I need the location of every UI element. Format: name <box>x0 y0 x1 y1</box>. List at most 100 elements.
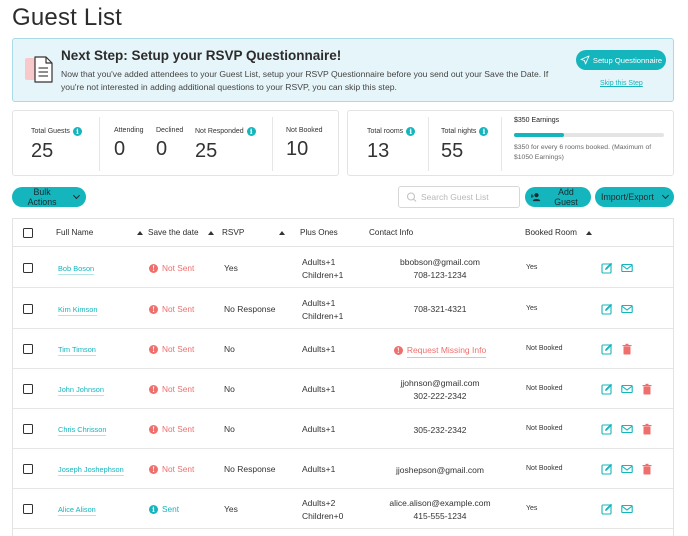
row-checkbox[interactable] <box>23 424 33 434</box>
info-icon[interactable]: i <box>72 127 82 136</box>
room-stats: Total rooms i 13 Total nights i 55 $350 Ea… <box>347 110 674 176</box>
guest-name-link[interactable]: Kim Kimson <box>58 305 98 316</box>
row-checkbox[interactable] <box>23 384 33 394</box>
email-icon[interactable] <box>621 262 633 274</box>
chevron-down-icon <box>661 191 669 200</box>
sort-icon[interactable] <box>585 230 592 235</box>
info-icon[interactable]: i <box>246 127 256 136</box>
sort-icon[interactable] <box>207 230 214 235</box>
header-save-the-date[interactable]: Save the date <box>148 228 214 237</box>
alert-icon: ! <box>149 344 158 354</box>
sort-icon[interactable] <box>279 230 286 235</box>
stat-value: 0 <box>114 138 126 160</box>
earnings-progress-fill <box>514 133 564 137</box>
booked-room-value: Yes <box>526 305 538 312</box>
header-label: Contact Info <box>369 228 414 237</box>
table-row: Bob Boson ! Not Sent Yes Adults+1 Children… <box>13 248 673 288</box>
search-input[interactable] <box>421 192 513 202</box>
guest-name-link[interactable]: Bob Boson <box>58 264 95 275</box>
stat-label: Total rooms <box>367 128 404 135</box>
rsvp-value: No Response <box>224 464 276 474</box>
save-date-status: i Sent <box>149 504 179 514</box>
header-label: RSVP <box>222 228 245 237</box>
header-label: Full Name <box>56 228 94 237</box>
info-icon[interactable]: i <box>479 127 489 136</box>
email-icon[interactable] <box>621 463 633 475</box>
add-guest-button[interactable]: Add Guest <box>525 187 591 207</box>
edit-icon[interactable] <box>601 503 613 515</box>
search-icon <box>406 192 417 202</box>
request-missing-info-link[interactable]: ! Request Missing Info <box>370 344 510 358</box>
stat-value: 25 <box>31 140 54 162</box>
import-export-button[interactable]: Import/Export <box>595 187 674 207</box>
rsvp-value: No <box>224 424 235 434</box>
stat-label: Total nights <box>441 128 477 135</box>
plus-adults: Adults+1 <box>302 384 336 394</box>
edit-icon[interactable] <box>601 423 613 435</box>
header-full-name[interactable]: Full Name <box>56 228 144 237</box>
plus-adults: Adults+1 <box>302 298 336 308</box>
email-icon[interactable] <box>621 423 633 435</box>
header-contact-info: Contact Info <box>369 228 413 237</box>
edit-icon[interactable] <box>601 262 613 274</box>
info-icon: i <box>149 504 158 514</box>
banner-text: Now that you've added attendees to your … <box>61 69 549 92</box>
trash-icon[interactable] <box>641 383 653 395</box>
guest-name-link[interactable]: Alice Alison <box>58 505 96 516</box>
row-checkbox[interactable] <box>23 304 33 314</box>
search-box <box>398 186 520 208</box>
trash-icon[interactable] <box>641 463 653 475</box>
save-date-status: ! Not Sent <box>149 464 194 474</box>
plus-ones: Adults+2 Children+0 <box>302 497 343 522</box>
table-header: Full Name Save the date RSVP Plus Ones C… <box>13 219 673 247</box>
bulk-actions-label: Bulk Actions <box>27 187 57 207</box>
document-icon <box>25 56 53 83</box>
header-label: Plus Ones <box>300 228 338 237</box>
header-rsvp[interactable]: RSVP <box>222 228 286 237</box>
stat-total-nights: Total nights i 55 <box>441 127 489 163</box>
sort-icon[interactable] <box>137 230 144 235</box>
email-icon[interactable] <box>621 503 633 515</box>
edit-icon[interactable] <box>601 383 613 395</box>
edit-icon[interactable] <box>601 343 613 355</box>
row-checkbox[interactable] <box>23 504 33 514</box>
trash-icon[interactable] <box>621 343 633 355</box>
row-checkbox[interactable] <box>23 344 33 354</box>
booked-room-value: Not Booked <box>526 345 563 352</box>
guest-name-link[interactable]: Tim Timson <box>58 345 96 356</box>
row-checkbox[interactable] <box>23 464 33 474</box>
guest-name-link[interactable]: Joseph Joshephson <box>58 465 124 476</box>
page-title: Guest List <box>12 4 123 31</box>
trash-icon[interactable] <box>641 423 653 435</box>
bulk-actions-button[interactable]: Bulk Actions <box>12 187 86 207</box>
guest-stats: Total Guests i 25 Attending 0 Declined 0 … <box>12 110 339 176</box>
setup-questionnaire-button[interactable]: Setup Questionnaire <box>576 50 666 70</box>
guest-name-link[interactable]: John Johnson <box>58 385 105 396</box>
contact-info: bbobson@gmail.com 708-123-1234 <box>370 256 510 281</box>
select-all-checkbox[interactable] <box>23 228 33 238</box>
edit-icon[interactable] <box>601 303 613 315</box>
contact-info: 708-321-4321 <box>370 303 510 316</box>
guest-name-link[interactable]: Chris Chrisson <box>58 425 107 436</box>
edit-icon[interactable] <box>601 463 613 475</box>
contact-info: ! Request Missing Info <box>370 344 510 358</box>
request-label: Request Missing Info <box>406 344 487 358</box>
contact-line: bbobson@gmail.com <box>400 257 480 267</box>
contact-line: 708-321-4321 <box>413 304 467 314</box>
plus-children: Children+1 <box>302 310 344 321</box>
stat-attending: Attending 0 <box>114 127 144 161</box>
send-icon <box>580 55 590 65</box>
table-row: Joseph Joshephson ! Not Sent No Response … <box>13 449 673 489</box>
email-icon[interactable] <box>621 383 633 395</box>
save-date-label: Not Sent <box>162 344 195 354</box>
rsvp-value: No <box>224 384 235 394</box>
header-booked-room[interactable]: Booked Room <box>525 228 592 237</box>
stat-declined: Declined 0 <box>156 127 183 161</box>
info-icon[interactable]: i <box>406 127 416 136</box>
plus-adults: Adults+1 <box>302 257 336 267</box>
email-icon[interactable] <box>621 303 633 315</box>
contact-line: 708-123-1234 <box>413 269 467 280</box>
save-date-status: ! Not Sent <box>149 384 194 394</box>
row-checkbox[interactable] <box>23 263 33 273</box>
skip-step-link[interactable]: Skip this Step <box>600 80 643 87</box>
